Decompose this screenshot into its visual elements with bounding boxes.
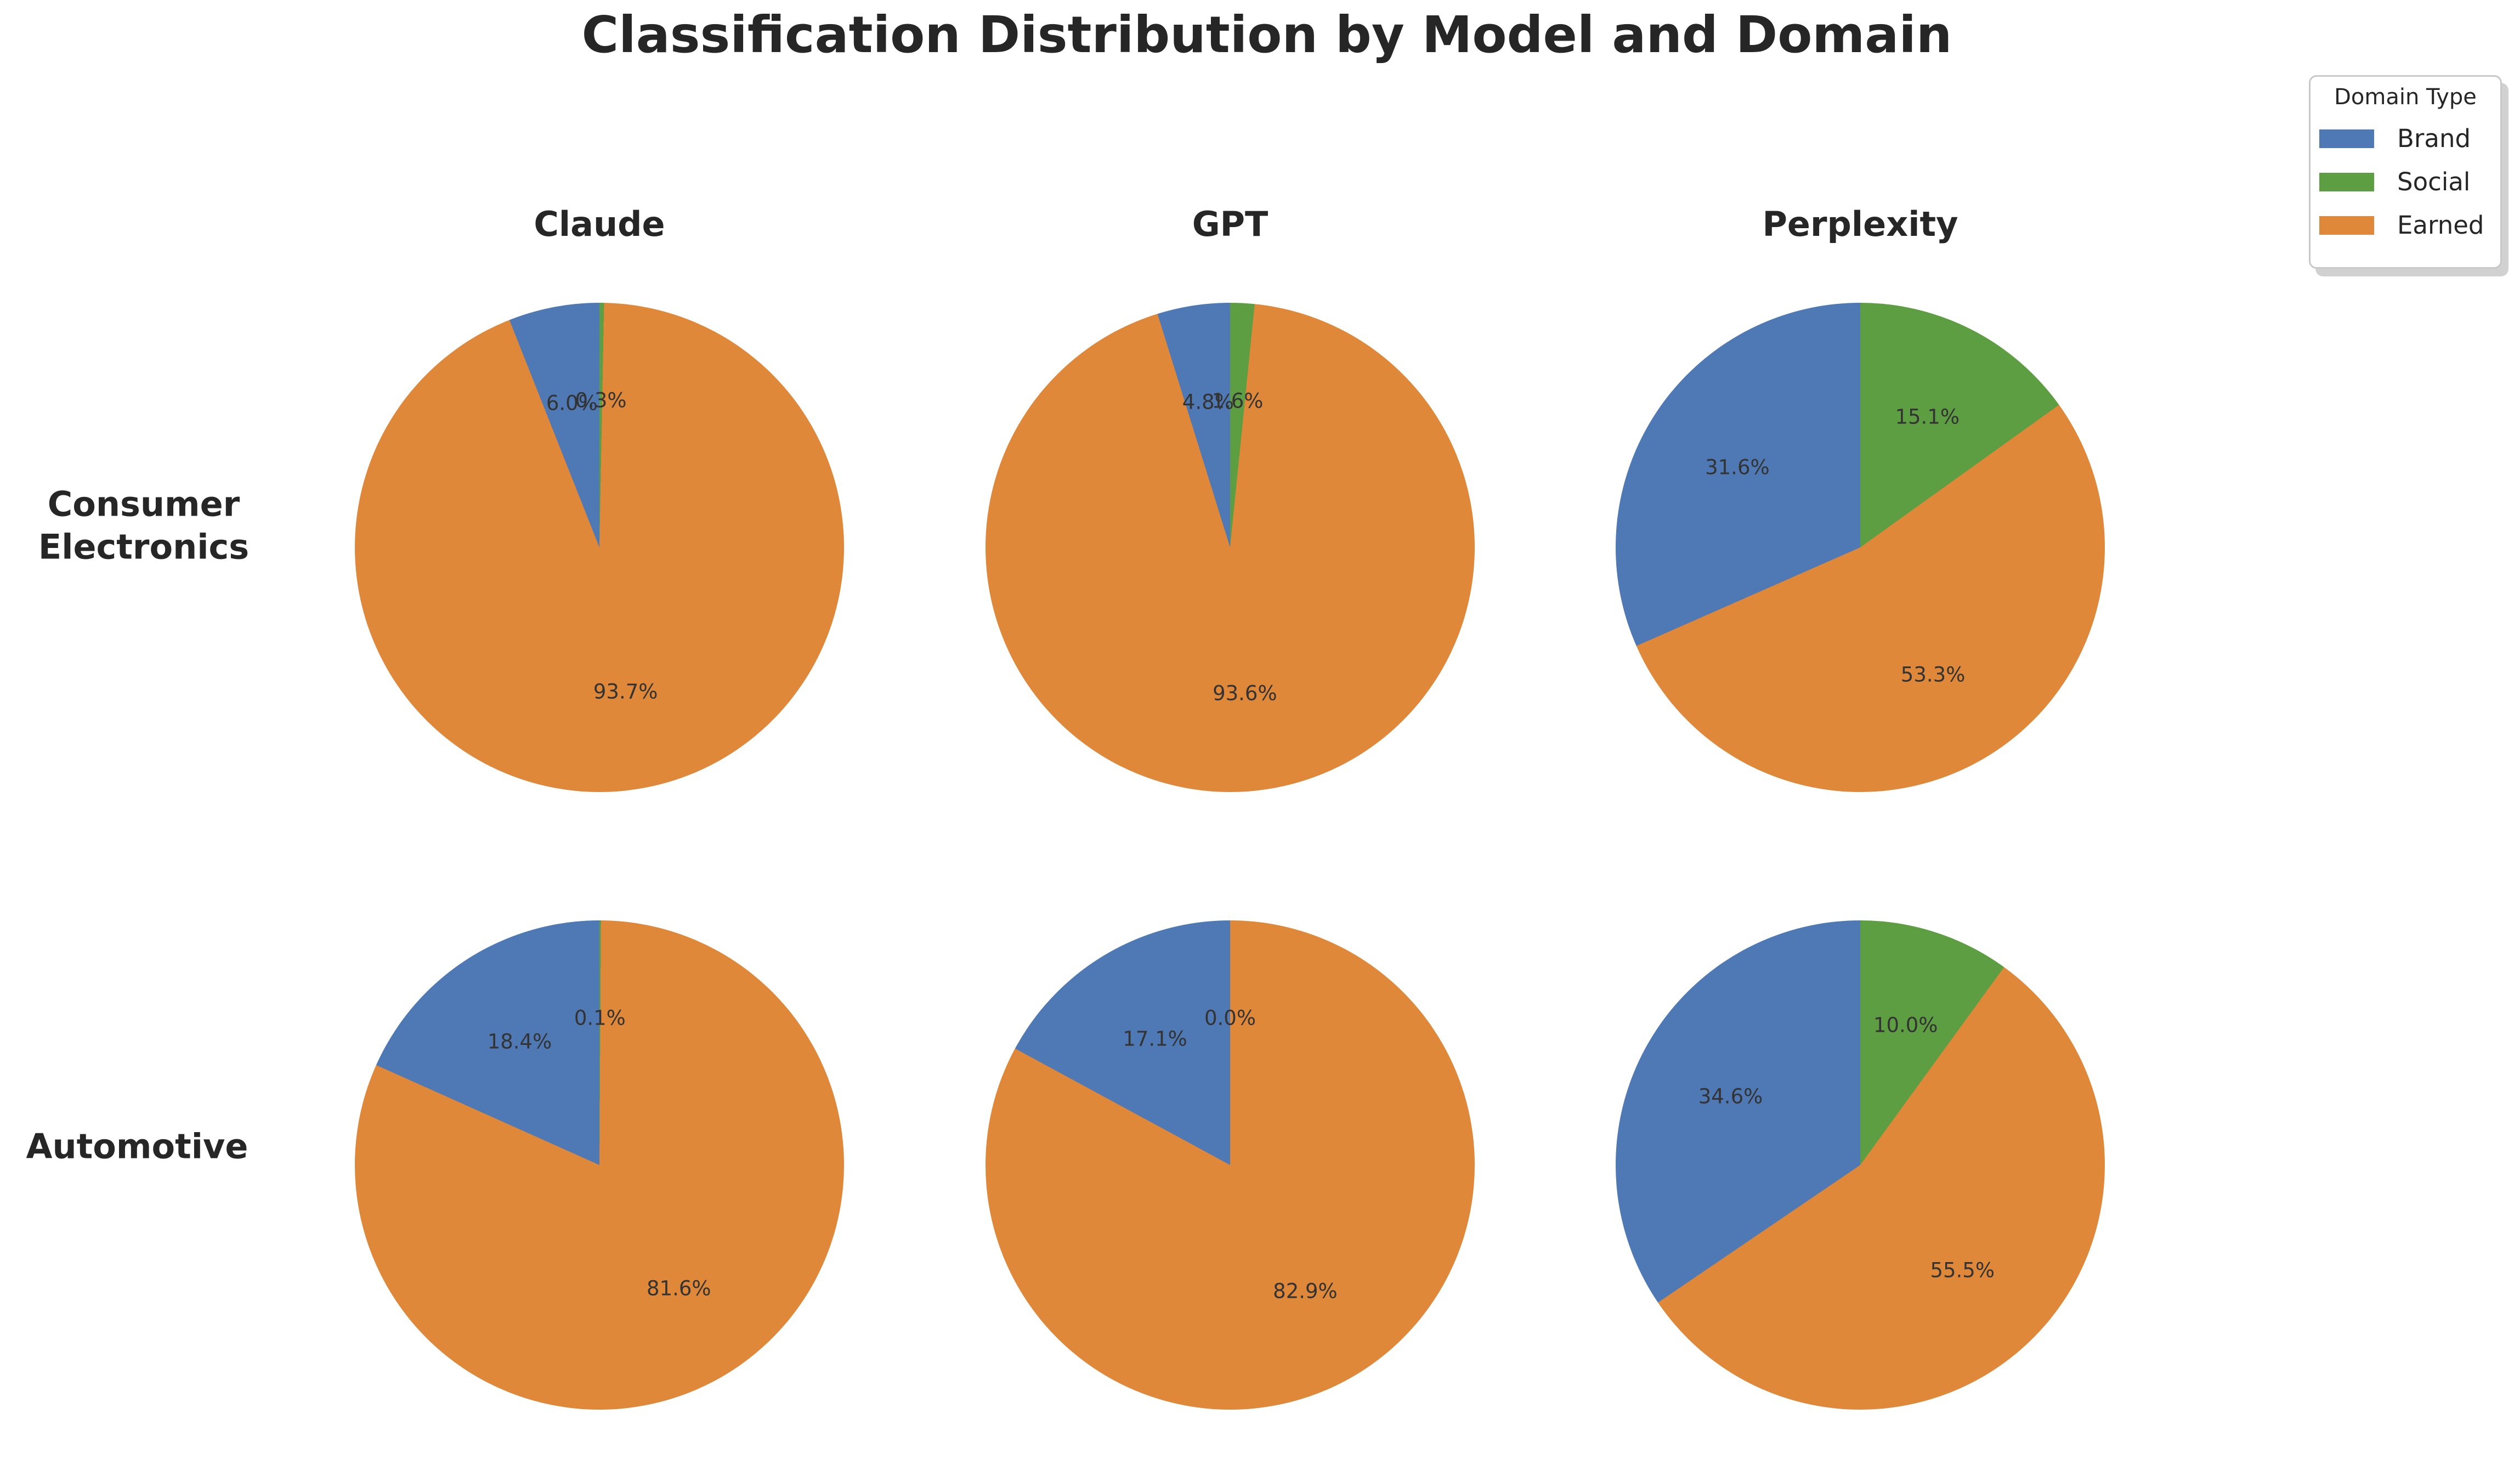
chart-title: Classification Distribution by Model and… [581, 5, 1952, 64]
row-label-automotive: Automotive [26, 1126, 248, 1167]
percent-label-earned: 81.6% [647, 1276, 711, 1301]
percent-label-earned: 93.6% [1213, 681, 1277, 705]
column-header-gpt: GPT [1192, 204, 1269, 244]
percent-label-social: 0.3% [575, 388, 627, 412]
pie-gpt-consumer-electronics: 4.8% 93.6% 1.6% [986, 303, 1475, 792]
percent-label-brand: 18.4% [487, 1030, 552, 1054]
legend-entry-brand: Brand [2319, 124, 2500, 153]
percent-label-brand: 34.6% [1698, 1084, 1763, 1109]
legend-entry-social: Social [2319, 167, 2500, 196]
earned-color-swatch [2319, 216, 2374, 235]
percent-label-earned: 55.5% [1930, 1258, 1995, 1282]
pie-claude-automotive: 18.4% 81.6% 0.1% [355, 920, 844, 1410]
percent-label-brand: 17.1% [1123, 1027, 1187, 1051]
percent-label-social: 1.6% [1211, 389, 1264, 413]
legend-entry-earned: Earned [2319, 211, 2500, 240]
social-color-swatch [2319, 172, 2374, 191]
percent-label-earned: 93.7% [593, 680, 658, 704]
percent-label-brand: 4.8% [1182, 390, 1234, 414]
legend-label-brand: Brand [2397, 124, 2471, 153]
percent-label-social: 0.0% [1204, 1006, 1256, 1030]
pie-perplexity-automotive: 34.6% 55.5% 10.0% [1616, 920, 2105, 1410]
pie-gpt-automotive: 17.1% 82.9% 0.0% [986, 920, 1475, 1410]
legend-label-social: Social [2397, 167, 2471, 196]
percent-label-social: 0.1% [574, 1006, 626, 1030]
column-header-claude: Claude [534, 204, 665, 244]
legend-label-earned: Earned [2397, 211, 2484, 240]
column-header-perplexity: Perplexity [1762, 204, 1958, 244]
percent-label-earned: 82.9% [1273, 1279, 1338, 1303]
pie-claude-consumer-electronics: 6.0% 93.7% 0.3% [355, 303, 844, 792]
legend-title: Domain Type [2334, 84, 2477, 110]
row-label-consumer-electronics: Consumer Electronics [38, 484, 250, 567]
brand-color-swatch [2319, 129, 2374, 148]
percent-label-social: 10.0% [1873, 1013, 1938, 1037]
percent-label-earned: 53.3% [1900, 663, 1966, 687]
pie-perplexity-consumer-electronics: 31.6% 53.3% 15.1% [1616, 303, 2105, 792]
percent-label-social: 15.1% [1895, 405, 1960, 429]
percent-label-brand: 31.6% [1705, 455, 1770, 479]
percent-label-brand: 6.0% [546, 391, 598, 415]
legend: Domain Type Brand Social Earned [2309, 75, 2502, 269]
